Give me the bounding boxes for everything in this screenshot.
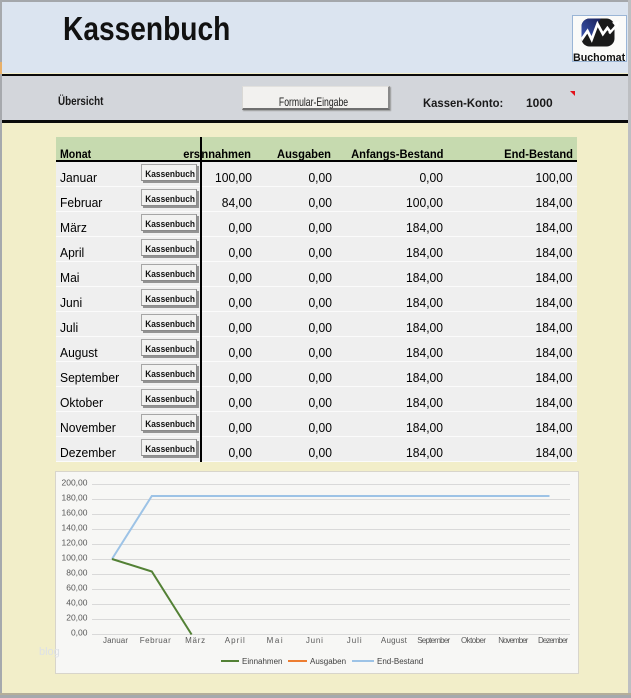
svg-text:140,00: 140,00: [62, 523, 88, 533]
svg-text:September: September: [417, 636, 450, 645]
svg-text:40,00: 40,00: [66, 598, 88, 608]
svg-text:100,00: 100,00: [62, 553, 88, 563]
svg-text:Mai: Mai: [267, 636, 283, 645]
svg-text:November: November: [498, 636, 528, 645]
svg-text:Ausgaben: Ausgaben: [310, 657, 346, 666]
svg-text:80,00: 80,00: [66, 568, 88, 578]
svg-text:0,00: 0,00: [71, 628, 88, 638]
svg-text:160,00: 160,00: [62, 508, 88, 518]
svg-text:Einnahmen: Einnahmen: [242, 657, 282, 666]
svg-text:Februar: Februar: [140, 636, 171, 645]
svg-text:End-Bestand: End-Bestand: [377, 657, 423, 666]
svg-text:April: April: [225, 636, 245, 645]
svg-text:60,00: 60,00: [66, 583, 88, 593]
svg-text:Oktober: Oktober: [461, 636, 486, 645]
svg-text:März: März: [185, 636, 205, 645]
svg-text:Januar: Januar: [103, 636, 128, 645]
svg-text:Juni: Juni: [306, 636, 323, 645]
svg-text:Juli: Juli: [347, 636, 362, 645]
svg-text:120,00: 120,00: [62, 538, 88, 548]
svg-text:200,00: 200,00: [62, 478, 88, 488]
svg-text:August: August: [381, 636, 408, 645]
svg-text:20,00: 20,00: [66, 613, 88, 623]
svg-text:Dezember: Dezember: [538, 636, 568, 645]
svg-text:180,00: 180,00: [62, 493, 88, 503]
